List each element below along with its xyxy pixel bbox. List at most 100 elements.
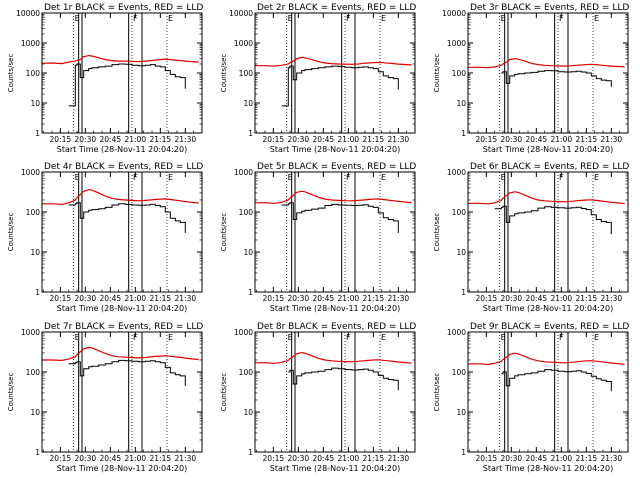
flag-label: E — [288, 14, 293, 23]
x-tick-label: 21:30 — [388, 294, 410, 303]
y-axis-label: Counts/sec — [220, 213, 228, 252]
y-tick-label: 1 — [248, 448, 253, 457]
lld-series-line — [255, 351, 412, 364]
y-axis-label: Counts/sec — [220, 373, 228, 412]
x-tick-label: 20:30 — [75, 454, 97, 463]
y-tick-label: 100 — [452, 208, 467, 217]
lld-series-line — [255, 190, 412, 204]
x-tick-label: 20:45 — [100, 454, 122, 463]
x-tick-label: 20:30 — [288, 294, 310, 303]
x-tick-label: 21:30 — [601, 135, 623, 144]
x-tick-label: 20:45 — [313, 454, 335, 463]
lld-series-line — [255, 56, 412, 67]
x-tick-label: 21:00 — [125, 294, 147, 303]
plot-frame — [467, 171, 629, 293]
y-tick-label: 1 — [461, 129, 466, 138]
flag-label: E — [381, 173, 386, 182]
y-tick-label: 1 — [461, 448, 466, 457]
flag-label: F — [559, 333, 564, 342]
y-tick-label: 1000 — [21, 328, 40, 337]
events-series-line — [288, 367, 399, 391]
x-tick-label: 21:00 — [551, 135, 573, 144]
x-tick-label: 21:15 — [363, 135, 385, 144]
x-tick-label: 21:15 — [363, 294, 385, 303]
y-tick-label: 10 — [30, 99, 40, 108]
events-series-line — [68, 359, 186, 386]
x-tick-label: 20:45 — [526, 294, 548, 303]
x-tick-label: 20:30 — [501, 454, 523, 463]
x-tick-label: 20:30 — [75, 294, 97, 303]
y-tick-label: 10000 — [16, 9, 40, 18]
x-tick-label: 20:30 — [288, 135, 310, 144]
y-axis-label: Counts/sec — [433, 373, 441, 412]
x-axis-label: Start Time (28-Nov-11 20:04:20) — [57, 145, 187, 154]
flag-label: E — [594, 173, 599, 182]
panel-title: Det 5r BLACK = Events, RED = LLD — [257, 162, 416, 172]
y-tick-label: 10 — [456, 248, 466, 257]
x-tick-label: 20:30 — [75, 135, 97, 144]
y-tick-label: 1000 — [21, 168, 40, 177]
x-tick-label: 20:15 — [263, 454, 285, 463]
flag-label: E — [288, 333, 293, 342]
flag-label: F — [133, 333, 138, 342]
flag-label: E — [594, 333, 599, 342]
y-tick-label: 1 — [461, 288, 466, 297]
y-axis-label: Counts/sec — [433, 213, 441, 252]
x-tick-label: 20:45 — [313, 294, 335, 303]
x-tick-label: 20:15 — [263, 135, 285, 144]
events-series-line — [501, 369, 612, 392]
y-tick-label: 1000 — [447, 39, 466, 48]
y-tick-label: 100 — [26, 208, 41, 217]
y-tick-label: 100 — [239, 69, 254, 78]
x-axis-label: Start Time (28-Nov-11 20:04:20) — [270, 145, 400, 154]
x-axis-label: Start Time (28-Nov-11 20:04:20) — [57, 304, 187, 313]
flag-label: E — [501, 333, 506, 342]
lld-series-line — [468, 191, 625, 205]
flag-label: E — [168, 173, 173, 182]
x-tick-label: 20:30 — [288, 454, 310, 463]
y-tick-label: 10000 — [229, 9, 253, 18]
x-tick-label: 21:00 — [338, 454, 360, 463]
x-tick-label: 21:00 — [125, 454, 147, 463]
x-tick-label: 21:30 — [175, 135, 197, 144]
x-tick-label: 20:15 — [476, 454, 498, 463]
events-series-line — [501, 70, 612, 87]
y-tick-label: 1000 — [234, 39, 253, 48]
y-tick-label: 1 — [248, 129, 253, 138]
x-tick-label: 20:15 — [50, 294, 72, 303]
plot-frame — [254, 171, 416, 293]
y-tick-label: 100 — [452, 69, 467, 78]
y-tick-label: 100 — [452, 368, 467, 377]
flag-label: F — [133, 173, 138, 182]
x-tick-label: 21:15 — [363, 454, 385, 463]
lld-series-line — [468, 352, 625, 366]
panel-title: Det 7r BLACK = Events, RED = LLD — [44, 322, 203, 332]
x-tick-label: 20:30 — [501, 135, 523, 144]
x-axis-label: Start Time (28-Nov-11 20:04:20) — [483, 464, 613, 473]
lld-series-line — [41, 54, 199, 65]
x-tick-label: 21:30 — [601, 294, 623, 303]
plot-frame — [254, 331, 416, 453]
y-axis-label: Counts/sec — [433, 54, 441, 93]
flag-label: E — [75, 14, 80, 23]
panel-title: Det 9r BLACK = Events, RED = LLD — [470, 322, 629, 332]
events-series-line — [281, 202, 399, 233]
flag-label: F — [559, 14, 564, 23]
flag-label: E — [381, 14, 386, 23]
flag-label: E — [381, 333, 386, 342]
x-tick-label: 20:15 — [476, 135, 498, 144]
y-tick-label: 1 — [35, 129, 40, 138]
flag-label: E — [501, 173, 506, 182]
x-tick-label: 21:15 — [576, 454, 598, 463]
y-tick-label: 1 — [248, 288, 253, 297]
x-tick-label: 20:15 — [50, 135, 72, 144]
events-series-line — [68, 63, 186, 107]
lld-series-line — [42, 346, 199, 362]
x-tick-label: 21:00 — [551, 454, 573, 463]
